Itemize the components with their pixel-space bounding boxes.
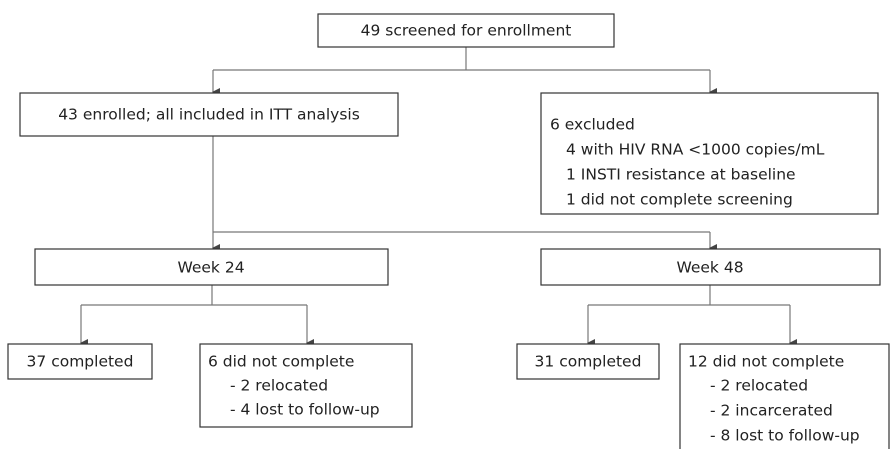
box [516, 343, 660, 380]
node-item: - 2 relocated [710, 377, 808, 395]
box [540, 92, 879, 215]
node-item: - 2 relocated [230, 377, 328, 395]
node-label: 49 screened for enrollment [361, 22, 572, 40]
node-item: - 4 lost to follow-up [230, 401, 380, 419]
node-item: - 2 incarcerated [710, 402, 833, 420]
node-label: 6 excluded [550, 116, 635, 134]
node-label: 43 enrolled; all included in ITT analysi… [58, 106, 360, 124]
box [317, 13, 615, 48]
node-item: 1 INSTI resistance at baseline [566, 166, 796, 184]
node-label: 31 completed [535, 353, 642, 371]
node-label: 37 completed [27, 353, 134, 371]
node-label: Week 48 [676, 259, 743, 277]
node-label: 12 did not complete [688, 353, 844, 371]
box [7, 343, 153, 380]
node-label: 6 did not complete [208, 353, 354, 371]
box [199, 343, 413, 428]
box [19, 92, 399, 137]
node-item: - 8 lost to follow-up [710, 427, 860, 445]
box [34, 248, 389, 286]
connectors [80, 47, 797, 347]
node-label: Week 24 [177, 259, 244, 277]
box [679, 343, 890, 449]
node-item: 4 with HIV RNA <1000 copies/mL [566, 141, 825, 159]
node-item: 1 did not complete screening [566, 191, 793, 209]
box [540, 248, 881, 286]
